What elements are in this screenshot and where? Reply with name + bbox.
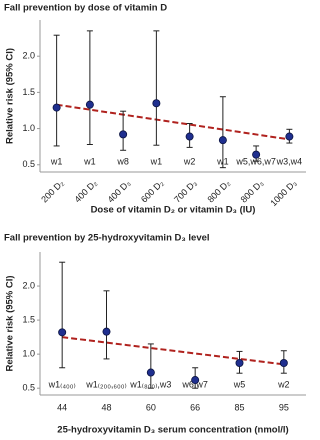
trend-line bbox=[56, 103, 290, 141]
study-label: w1₍₂₀₀,₆₀₀₎ bbox=[85, 379, 127, 389]
y-tick-label: 1.0 bbox=[22, 349, 35, 359]
panel: Fall prevention by dose of vitamin D Rela… bbox=[4, 3, 306, 216]
point bbox=[252, 150, 261, 159]
figure: Fall prevention by dose of vitamin D Rela… bbox=[4, 3, 306, 436]
point bbox=[146, 368, 155, 377]
point bbox=[52, 103, 61, 112]
x-tick-label: 44 bbox=[57, 402, 67, 412]
study-label: w8 bbox=[116, 156, 129, 166]
point bbox=[279, 358, 288, 367]
x-tick-label: 95 bbox=[279, 402, 289, 412]
x-tick-label: 700 D₃ bbox=[172, 178, 199, 205]
x-tick-label: 200 D₂ bbox=[39, 178, 66, 205]
y-axis-label: Relative risk (95% CI) bbox=[5, 48, 16, 144]
study-label: w1 bbox=[50, 156, 63, 166]
x-tick-label: 1000 D₃ bbox=[268, 178, 298, 208]
study-label: w2 bbox=[183, 156, 196, 166]
study-label: w3,w4 bbox=[276, 156, 303, 166]
x-axis-label: 25-hydroxyvitamin D₃ serum concentration… bbox=[57, 425, 288, 436]
study-label: w1₍₄₀₀₎ bbox=[48, 379, 76, 389]
x-tick-label: 800 D₃ bbox=[239, 178, 266, 205]
point bbox=[285, 132, 294, 141]
x-tick-label: 66 bbox=[190, 402, 200, 412]
panel-title: Fall prevention by dose of vitamin D bbox=[4, 3, 167, 14]
y-tick-label: 1.5 bbox=[22, 87, 35, 97]
x-tick-label: 800 D₂ bbox=[205, 178, 232, 205]
point bbox=[85, 100, 94, 109]
y-axis-label: Relative risk (95% CI) bbox=[5, 275, 16, 371]
x-tick-label: 85 bbox=[234, 402, 244, 412]
x-tick-label: 400 D₃ bbox=[106, 178, 133, 205]
y-tick-label: 0.5 bbox=[22, 383, 35, 393]
y-tick-label: 0.5 bbox=[22, 159, 35, 169]
x-tick-label: 600 D₂ bbox=[139, 178, 166, 205]
x-tick-label: 48 bbox=[101, 402, 111, 412]
study-label: w1 bbox=[150, 156, 163, 166]
point bbox=[185, 132, 194, 141]
x-tick-label: 400 D₂ bbox=[72, 178, 99, 205]
point bbox=[218, 136, 227, 145]
x-tick-label: 60 bbox=[146, 402, 156, 412]
x-axis-label: Dose of vitamin D₂ or vitamin D₃ (IU) bbox=[91, 205, 256, 216]
point bbox=[152, 99, 161, 108]
study-label: w1 bbox=[83, 156, 96, 166]
y-tick-label: 1.5 bbox=[22, 314, 35, 324]
panel-title: Fall prevention by 25-hydroxyvitamin D₃ … bbox=[4, 233, 210, 244]
study-label: w5 bbox=[233, 379, 246, 389]
point bbox=[102, 327, 111, 336]
point bbox=[58, 328, 67, 337]
point bbox=[235, 358, 244, 367]
y-tick-label: 1.0 bbox=[22, 123, 35, 133]
study-label: w2 bbox=[277, 379, 290, 389]
y-tick-label: 2.0 bbox=[22, 280, 35, 290]
y-tick-label: 2.0 bbox=[22, 51, 35, 61]
trend-line bbox=[62, 336, 284, 366]
panel: Fall prevention by 25-hydroxyvitamin D₃ … bbox=[4, 233, 306, 436]
point bbox=[119, 130, 128, 139]
point bbox=[191, 376, 200, 385]
